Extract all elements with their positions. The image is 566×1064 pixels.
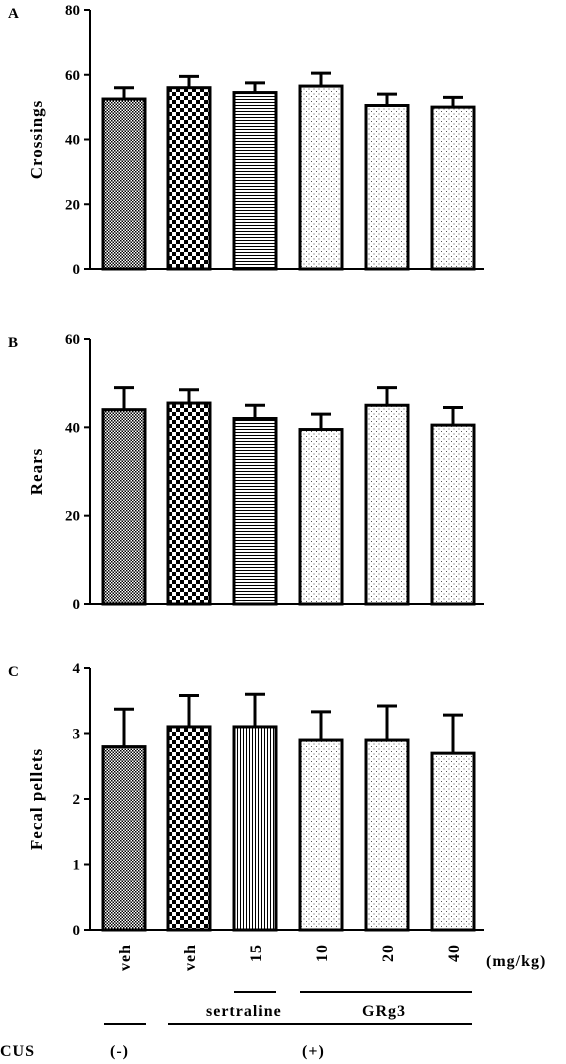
y-tick-label: 80	[65, 3, 80, 19]
bar	[364, 738, 410, 932]
x-tick-label: veh	[182, 944, 199, 971]
x-axis-tick-labels: veh veh 15 10 20 40	[117, 944, 463, 971]
bar	[101, 408, 147, 606]
grg3-label: GRg3	[362, 1003, 406, 1020]
cus-minus-label: (-)	[110, 1043, 129, 1060]
panel-label: B	[8, 335, 18, 351]
y-tick-label: 40	[65, 133, 80, 149]
bar	[298, 738, 344, 932]
sertraline-label: sertraline	[206, 1003, 282, 1020]
y-tick-label: 4	[73, 661, 81, 677]
bar	[298, 84, 344, 271]
chart-panel-c: C Fecal pellets 0 1 2 3 4	[8, 661, 484, 939]
x-tick-label: 10	[314, 944, 331, 962]
unit-label: (mg/kg)	[486, 953, 546, 970]
y-tick-label: 20	[65, 197, 80, 213]
bar	[166, 86, 212, 271]
y-tick-label: 60	[65, 68, 80, 84]
y-tick-label: 2	[73, 792, 81, 808]
bar	[232, 417, 278, 606]
bar	[101, 97, 147, 271]
cus-label: CUS	[0, 1043, 35, 1060]
y-axis-label: Rears	[27, 448, 46, 495]
y-axis-label: Crossings	[27, 100, 46, 180]
y-tick-label: 20	[65, 509, 80, 525]
y-tick-label: 1	[73, 858, 81, 874]
chart-panel-b: B Rears 0 20 40 60	[8, 332, 484, 613]
y-tick-label: 0	[73, 923, 81, 939]
bar	[298, 428, 344, 606]
chart-panel-a: A Crossings 0 20 40 60 80	[8, 3, 484, 278]
y-tick-label: 3	[73, 727, 81, 743]
panel-label: A	[8, 6, 19, 22]
bar	[364, 403, 410, 606]
x-tick-label: veh	[117, 944, 134, 971]
panel-label: C	[8, 664, 19, 680]
bar	[101, 745, 147, 932]
y-tick-label: 0	[73, 597, 81, 613]
y-tick-label: 60	[65, 332, 80, 348]
bar	[232, 91, 278, 271]
x-tick-label: 40	[446, 944, 463, 962]
bar	[166, 401, 212, 606]
bar	[364, 104, 410, 271]
bar	[430, 423, 476, 606]
bar	[166, 725, 212, 932]
bar	[232, 725, 278, 932]
cus-plus-label: (+)	[302, 1043, 325, 1060]
bar	[430, 751, 476, 932]
bar	[430, 105, 476, 271]
y-tick-label: 40	[65, 420, 80, 436]
y-tick-label: 0	[73, 262, 81, 278]
y-axis-label: Fecal pellets	[27, 748, 46, 850]
x-tick-label: 20	[380, 944, 397, 962]
x-tick-label: 15	[248, 944, 265, 962]
